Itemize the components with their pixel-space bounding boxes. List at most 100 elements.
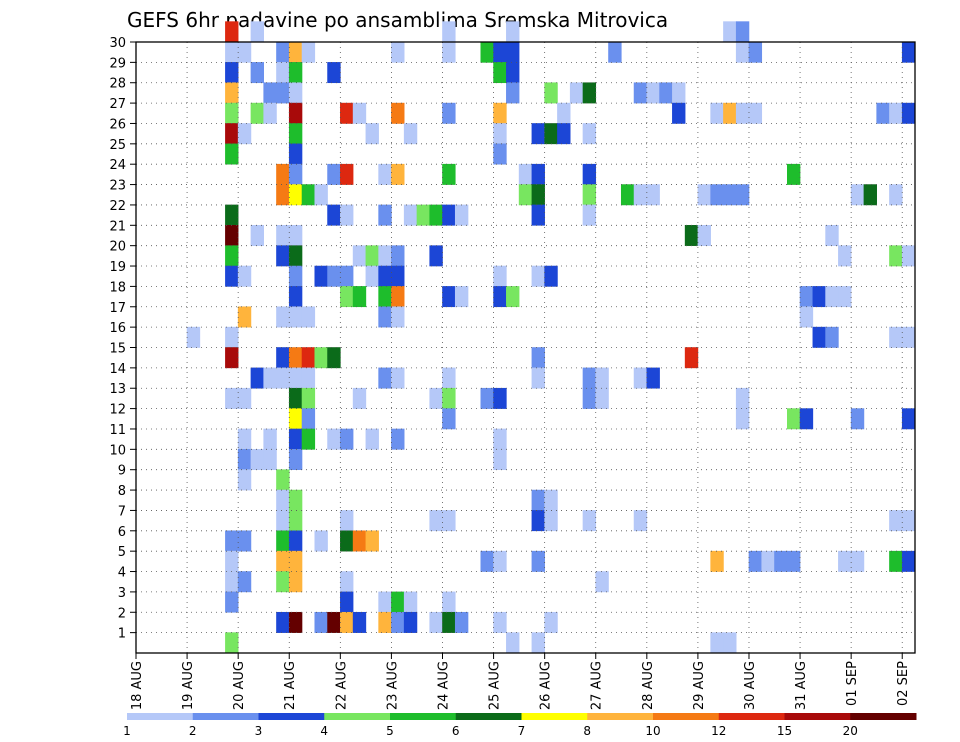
heatmap-cell xyxy=(301,387,316,409)
heatmap-cell xyxy=(378,306,392,328)
heatmap-cell xyxy=(493,286,507,308)
heatmap-cell xyxy=(735,387,750,409)
heatmap-cell xyxy=(531,510,545,532)
heatmap-cell xyxy=(263,367,277,389)
heatmap-cell xyxy=(493,123,507,145)
heatmap-cells xyxy=(186,21,916,654)
heatmap-cell xyxy=(276,225,290,246)
heatmap-cell xyxy=(646,184,660,206)
colorbar-segment xyxy=(587,713,654,720)
colorbar-label: 8 xyxy=(583,724,591,738)
heatmap-cell xyxy=(723,102,737,124)
heatmap-cell xyxy=(774,550,788,572)
heatmap-cell xyxy=(442,41,456,63)
heatmap-cell xyxy=(595,571,609,593)
heatmap-cell xyxy=(723,184,737,206)
heatmap-cell xyxy=(225,143,239,165)
heatmap-cell xyxy=(506,286,520,308)
heatmap-cell xyxy=(365,245,379,267)
heatmap-cell xyxy=(901,102,916,124)
heatmap-cell xyxy=(378,245,392,267)
heatmap-cell xyxy=(710,632,724,654)
heatmap-cell xyxy=(237,449,252,470)
heatmap-cell xyxy=(340,428,354,450)
colorbar-label: 4 xyxy=(320,724,328,738)
heatmap-cell xyxy=(506,41,520,63)
y-tick-label: 12 xyxy=(109,403,126,418)
heatmap-cell xyxy=(850,408,865,430)
heatmap-cell xyxy=(314,530,328,552)
y-tick-label: 25 xyxy=(109,138,126,153)
heatmap-cell xyxy=(582,82,597,104)
heatmap-cell xyxy=(327,62,341,84)
heatmap-cell xyxy=(684,347,699,369)
heatmap-cell xyxy=(901,326,916,348)
colorbar-label: 10 xyxy=(645,724,660,738)
colorbar-label: 6 xyxy=(452,724,460,738)
heatmap-cell xyxy=(633,184,648,206)
heatmap-cell xyxy=(276,62,290,84)
colorbar: 1 2 3 4 5 6 7 8 10 12 15 20 xyxy=(123,713,917,738)
heatmap-cell xyxy=(314,611,328,633)
heatmap-cell xyxy=(544,123,558,145)
heatmap-cell xyxy=(276,184,290,206)
heatmap-cell xyxy=(710,184,724,206)
heatmap-cell xyxy=(237,41,252,63)
heatmap-cell xyxy=(288,143,303,165)
heatmap-cell xyxy=(225,225,239,246)
heatmap-cell xyxy=(442,204,456,226)
heatmap-cell xyxy=(544,611,558,633)
heatmap-cell xyxy=(314,184,328,206)
heatmap-cell xyxy=(365,265,379,287)
heatmap-cell xyxy=(250,21,264,43)
heatmap-cell xyxy=(748,550,763,572)
heatmap-cell xyxy=(442,367,456,389)
heatmap-cell xyxy=(506,21,520,43)
heatmap-cell xyxy=(454,611,469,633)
y-tick-label: 6 xyxy=(118,525,126,540)
heatmap-cell xyxy=(276,530,290,552)
heatmap-cell xyxy=(901,245,916,267)
heatmap-cell xyxy=(672,102,686,124)
heatmap-cell xyxy=(646,82,660,104)
heatmap-cell xyxy=(901,408,916,430)
y-tick-label: 3 xyxy=(118,586,126,601)
heatmap-cell xyxy=(340,591,354,613)
heatmap-cell xyxy=(531,632,545,654)
heatmap-cell xyxy=(288,449,303,470)
heatmap-cell xyxy=(889,184,903,206)
colorbar-segment xyxy=(455,713,522,720)
heatmap-cell xyxy=(787,550,801,572)
heatmap-cell xyxy=(391,41,405,63)
heatmap-cell xyxy=(263,82,277,104)
heatmap-cell xyxy=(595,367,609,389)
heatmap-cell xyxy=(250,102,264,124)
heatmap-cell xyxy=(633,510,648,532)
heatmap-cell xyxy=(442,163,456,185)
heatmap-cell xyxy=(276,347,290,369)
y-tick-label: 23 xyxy=(109,179,126,194)
heatmap-cell xyxy=(391,245,405,267)
heatmap-cell xyxy=(901,550,916,572)
y-tick-label: 26 xyxy=(109,117,126,132)
heatmap-cell xyxy=(327,204,341,226)
heatmap-cell xyxy=(288,428,303,450)
heatmap-cell xyxy=(889,102,903,124)
heatmap-cell xyxy=(237,571,252,593)
x-tick-label: 24 AUG xyxy=(436,661,451,710)
heatmap-cell xyxy=(799,408,814,430)
heatmap-cell xyxy=(288,510,303,532)
heatmap-cell xyxy=(454,204,469,226)
heatmap-cell xyxy=(429,245,443,267)
heatmap-cell xyxy=(288,489,303,511)
y-tick-label: 27 xyxy=(109,97,126,112)
heatmap-cell xyxy=(327,428,341,450)
heatmap-cell xyxy=(735,41,750,63)
heatmap-cell xyxy=(225,265,239,287)
heatmap-cell xyxy=(391,367,405,389)
heatmap-cell xyxy=(493,387,507,409)
heatmap-cell xyxy=(582,367,597,389)
heatmap-cell xyxy=(340,286,354,308)
heatmap-cell xyxy=(506,82,520,104)
